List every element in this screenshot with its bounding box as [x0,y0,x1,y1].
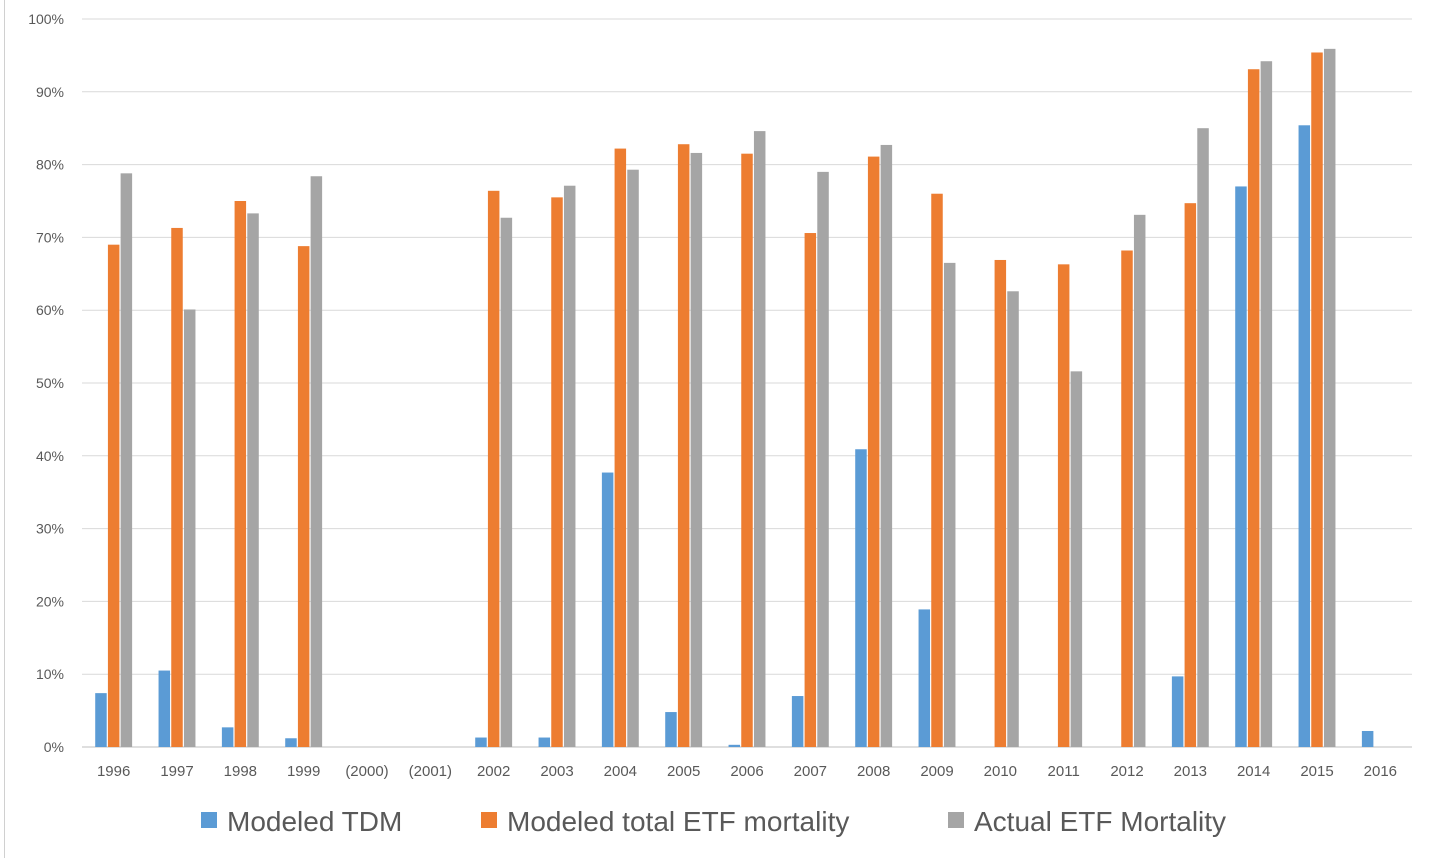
bar-actual-etf-mortality-3 [310,176,323,748]
x-tick-label: 2002 [477,763,510,780]
bar-modeled-tdm-11 [791,696,804,747]
y-tick-label: 80% [36,157,64,173]
bar-actual-etf-mortality-0 [120,173,133,747]
x-tick-label: 2005 [667,763,700,780]
bar-actual-etf-mortality-19 [1323,48,1336,747]
bar-modeled-tdm-19 [1298,125,1311,747]
bar-modeled-tdm-10 [728,744,741,747]
legend: Modeled TDM Modeled total ETF mortality Ac… [201,806,1226,837]
y-tick-label: 100% [28,11,64,27]
legend-label: Actual ETF Mortality [974,806,1226,837]
x-tick-label: 2006 [730,763,763,780]
x-tick-label: (2001) [409,763,452,780]
left-border [4,0,5,858]
y-tick-label: 10% [36,666,64,682]
bar-modeled-total-etf-mortality-15 [1057,264,1070,747]
bar-modeled-tdm-13 [918,609,931,747]
bar-modeled-total-etf-mortality-6 [487,190,500,748]
bar-modeled-total-etf-mortality-14 [994,259,1007,747]
y-tick-label: 60% [36,302,64,318]
bar-modeled-tdm-17 [1171,676,1184,747]
x-tick-label: 1998 [224,763,257,780]
bar-actual-etf-mortality-2 [247,213,259,748]
legend-label: Modeled TDM [227,806,402,837]
bar-actual-etf-mortality-8 [627,169,639,748]
bar-actual-etf-mortality-11 [817,171,829,747]
bar-modeled-tdm-20 [1361,730,1374,747]
x-tick-label: 2014 [1237,763,1270,780]
bar-modeled-tdm-6 [475,737,487,747]
x-tick-label: 1996 [97,763,130,780]
bar-modeled-tdm-0 [95,693,107,747]
bars [95,48,1374,748]
bar-actual-etf-mortality-12 [880,144,893,748]
y-tick-label: 40% [36,448,64,464]
y-tick-label: 20% [36,593,64,609]
legend-label: Modeled total ETF mortality [507,806,849,837]
x-tick-label: 2003 [540,763,573,780]
bar-actual-etf-mortality-16 [1133,214,1146,747]
legend-swatch [481,812,497,828]
x-tick-label: 2011 [1048,763,1080,780]
y-tick-label: 30% [36,521,64,537]
bar-modeled-tdm-18 [1235,186,1247,747]
bar-modeled-total-etf-mortality-0 [107,244,120,747]
x-tick-label: 2015 [1300,763,1333,780]
y-axis-ticks: 0% 10% 20% 30% 40% 50% 60% 70% 80% 90% 100% [28,11,64,755]
x-tick-label: 2009 [920,763,953,780]
x-tick-label: 1997 [160,763,193,780]
bar-modeled-total-etf-mortality-18 [1247,69,1260,748]
x-tick-label: 2004 [604,763,637,780]
bar-modeled-tdm-2 [221,727,234,747]
legend-swatch [201,812,217,828]
bar-actual-etf-mortality-6 [500,217,513,747]
y-tick-label: 70% [36,229,64,245]
bar-modeled-total-etf-mortality-7 [551,197,563,748]
bar-actual-etf-mortality-14 [1007,291,1019,747]
bar-modeled-total-etf-mortality-9 [677,144,690,747]
bar-modeled-total-etf-mortality-11 [804,233,817,748]
bar-modeled-total-etf-mortality-3 [297,246,310,748]
bar-modeled-total-etf-mortality-1 [171,227,183,747]
bar-actual-etf-mortality-1 [183,309,196,747]
x-tick-label: 2008 [857,763,890,780]
bar-modeled-total-etf-mortality-17 [1184,203,1197,747]
bar-modeled-total-etf-mortality-10 [741,153,753,747]
legend-swatch [948,812,964,828]
bar-actual-etf-mortality-18 [1260,61,1273,747]
y-tick-label: 50% [36,375,64,391]
bar-actual-etf-mortality-17 [1197,128,1209,747]
x-tick-label: 2010 [984,763,1017,780]
bar-modeled-total-etf-mortality-16 [1121,250,1133,747]
x-tick-label: 2007 [794,763,827,780]
x-tick-label: 2013 [1174,763,1207,780]
bar-modeled-tdm-9 [665,712,677,747]
bar-modeled-total-etf-mortality-12 [867,156,880,748]
x-tick-label: 2012 [1110,763,1143,780]
bar-modeled-total-etf-mortality-8 [614,148,627,748]
bar-modeled-tdm-12 [855,449,867,747]
bar-modeled-tdm-3 [285,738,297,747]
bar-actual-etf-mortality-13 [943,262,956,747]
bar-actual-etf-mortality-7 [563,185,576,747]
bar-modeled-total-etf-mortality-2 [234,201,247,747]
bar-modeled-total-etf-mortality-19 [1311,52,1323,748]
x-tick-label: (2000) [345,763,388,780]
x-axis-ticks: 1996 1997 1998 1999 (2000) (2001) 2002 2003 2004… [97,763,1397,780]
bar-modeled-tdm-8 [601,472,614,747]
y-tick-label: 90% [36,84,64,100]
x-tick-label: 2016 [1364,763,1397,780]
bar-actual-etf-mortality-15 [1070,371,1083,747]
bar-modeled-total-etf-mortality-13 [931,193,943,748]
bar-modeled-tdm-1 [158,670,171,747]
x-tick-label: 1999 [287,763,320,780]
bar-modeled-tdm-7 [538,737,551,747]
bar-actual-etf-mortality-10 [753,131,766,747]
y-tick-label: 0% [44,739,64,755]
bar-actual-etf-mortality-9 [690,152,703,747]
